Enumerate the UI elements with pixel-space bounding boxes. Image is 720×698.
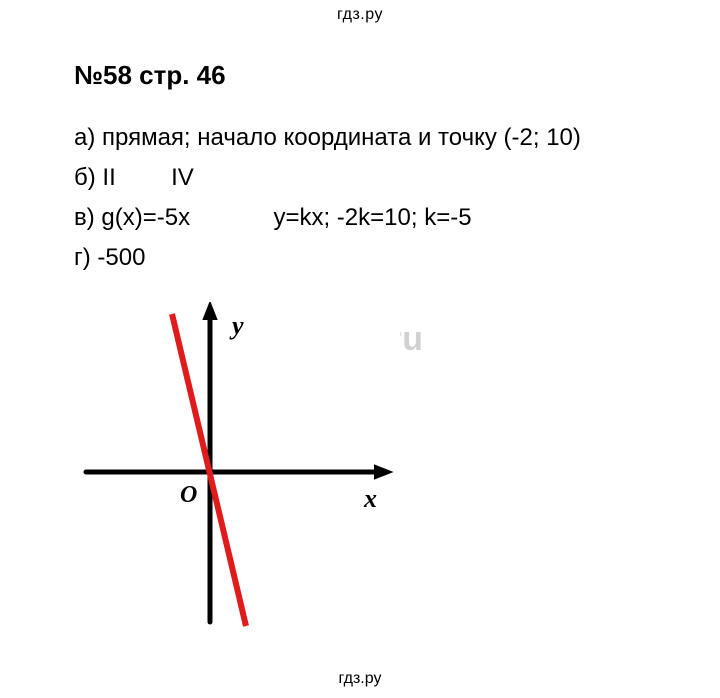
- footer-text: гдз.ру: [339, 670, 382, 687]
- answer-b-v1: II: [102, 164, 115, 191]
- answer-a: а) прямая; начало координата и точку (-2…: [74, 118, 581, 158]
- site-header: гдз.ру: [0, 6, 720, 24]
- svg-text:x: x: [363, 484, 377, 513]
- answer-g: г) -500: [74, 238, 581, 278]
- answer-a-label: а): [74, 124, 95, 151]
- page: гдз.ру №58 стр. 46 а) прямая; начало коо…: [0, 0, 720, 698]
- svg-text:O: O: [180, 482, 197, 508]
- answer-v-eq2: y=kx; -2k=10; k=-5: [273, 204, 471, 231]
- chart: y x O: [74, 302, 400, 632]
- answers-block: а) прямая; начало координата и точку (-2…: [74, 118, 581, 278]
- answer-a-text: прямая; начало координата и точку (-2; 1…: [102, 124, 581, 151]
- answer-v-label: в): [74, 204, 95, 231]
- chart-svg: y x O: [74, 302, 400, 632]
- exercise-title: №58 стр. 46: [74, 60, 226, 91]
- answer-v: в) g(x)=-5x y=kx; -2k=10; k=-5: [74, 198, 581, 238]
- answer-g-label: г): [74, 244, 91, 271]
- answer-b-v2: IV: [171, 164, 194, 191]
- site-name: гдз.ру: [337, 6, 383, 23]
- answer-v-eq1: g(x)=-5x: [101, 204, 190, 231]
- answer-g-value: -500: [97, 244, 145, 271]
- answer-b-label: б): [74, 164, 96, 191]
- footer: гдз.ру: [0, 670, 720, 688]
- svg-text:y: y: [229, 311, 244, 340]
- answer-b: б) II IV: [74, 158, 581, 198]
